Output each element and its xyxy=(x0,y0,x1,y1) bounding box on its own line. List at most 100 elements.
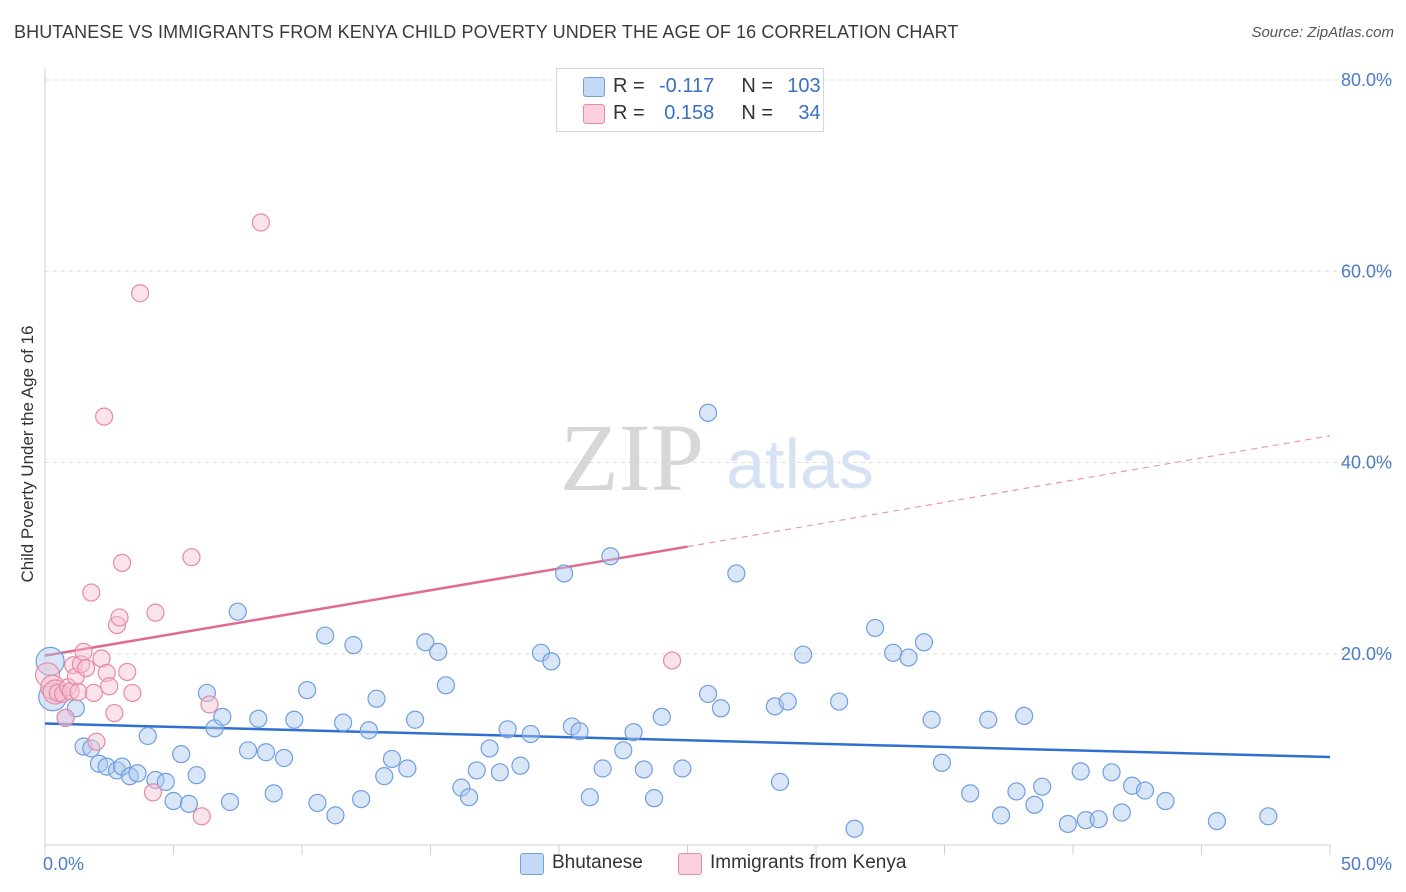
point-bhutanese xyxy=(429,642,448,661)
point-kenya xyxy=(200,695,219,714)
point-bhutanese xyxy=(352,789,371,809)
point-bhutanese xyxy=(511,756,530,775)
y-tick-label: 60.0% xyxy=(1341,261,1392,281)
tick-labels: 20.0% 40.0% 60.0% 80.0% 0.0% 50.0% xyxy=(43,70,1392,874)
point-kenya xyxy=(251,213,270,232)
trend-line-bhutanese xyxy=(44,722,1331,759)
point-bhutanese xyxy=(344,636,363,655)
point-bhutanese xyxy=(652,707,671,726)
point-kenya xyxy=(92,649,111,668)
point-bhutanese xyxy=(274,748,294,768)
point-bhutanese xyxy=(727,564,746,583)
point-kenya xyxy=(146,603,165,622)
point-bhutanese xyxy=(922,710,941,729)
point-kenya xyxy=(82,583,101,602)
legend-label-kenya: Immigrants from Kenya xyxy=(710,852,907,873)
legend-r-value: 0.158 xyxy=(664,102,715,124)
point-bhutanese xyxy=(1207,811,1227,831)
point-kenya xyxy=(118,662,137,682)
legend-n-label: N = xyxy=(741,102,774,124)
point-bhutanese xyxy=(459,788,479,807)
point-kenya xyxy=(662,651,682,670)
point-bhutanese xyxy=(382,749,402,769)
point-bhutanese xyxy=(593,759,612,778)
watermark-atlas: atlas xyxy=(726,425,874,503)
point-bhutanese xyxy=(467,761,486,780)
point-bhutanese xyxy=(112,757,132,776)
point-bhutanese xyxy=(308,793,327,813)
point-bhutanese xyxy=(172,745,191,764)
point-bhutanese xyxy=(555,564,574,583)
point-bhutanese xyxy=(624,723,643,742)
point-kenya xyxy=(182,548,201,567)
point-kenya xyxy=(61,681,80,701)
point-bhutanese xyxy=(359,721,378,740)
point-kenya xyxy=(97,663,116,682)
point-kenya xyxy=(74,642,93,661)
point-bhutanese xyxy=(521,724,540,744)
point-kenya xyxy=(143,783,163,802)
point-bhutanese xyxy=(249,709,268,728)
point-bhutanese xyxy=(128,764,147,783)
point-bhutanese xyxy=(1102,763,1121,782)
point-bhutanese xyxy=(138,726,157,746)
trend-line-kenya xyxy=(44,545,688,657)
legend-n-value: 34 xyxy=(798,102,821,124)
point-kenya xyxy=(95,407,114,426)
trend-extension-kenya xyxy=(687,435,1331,548)
point-bhutanese xyxy=(334,713,353,732)
legend-swatch-bhutanese xyxy=(583,77,605,97)
point-kenya xyxy=(110,608,129,627)
point-bhutanese xyxy=(264,784,283,803)
point-bhutanese xyxy=(179,794,199,813)
point-bhutanese xyxy=(914,633,934,652)
legend-n-value: 103 xyxy=(787,75,821,97)
point-bhutanese xyxy=(932,753,952,772)
point-kenya xyxy=(87,732,106,751)
point-bhutanese xyxy=(1007,782,1026,801)
point-kenya xyxy=(69,682,88,702)
point-bhutanese xyxy=(187,766,206,785)
point-bhutanese xyxy=(778,692,797,711)
trend-lines xyxy=(44,435,1331,759)
point-bhutanese xyxy=(405,710,425,729)
point-bhutanese xyxy=(1156,791,1175,811)
point-bhutanese xyxy=(416,633,435,652)
point-bhutanese xyxy=(570,722,589,741)
point-bhutanese xyxy=(961,784,980,803)
point-bhutanese xyxy=(452,778,471,797)
point-bhutanese xyxy=(866,618,885,638)
point-kenya xyxy=(112,553,132,573)
legend-r-label: R = xyxy=(613,75,645,97)
point-bhutanese xyxy=(580,788,599,807)
point-bhutanese xyxy=(164,791,183,811)
point-bhutanese xyxy=(1135,781,1155,800)
point-bhutanese xyxy=(228,602,247,621)
stats-legend: R = -0.117 N = 103 R = 0.158 N = 34 xyxy=(556,68,824,132)
point-bhutanese xyxy=(97,757,116,776)
y-tick-label: 80.0% xyxy=(1341,70,1392,90)
point-bhutanese xyxy=(899,648,918,667)
x-tick-label: 50.0% xyxy=(1341,854,1392,874)
point-bhutanese xyxy=(644,789,664,808)
point-bhutanese xyxy=(326,806,345,825)
point-bhutanese xyxy=(498,720,517,739)
watermark: ZIP atlas xyxy=(560,404,874,511)
point-bhutanese xyxy=(197,683,217,703)
point-bhutanese xyxy=(1112,803,1131,822)
point-kenya xyxy=(192,807,211,826)
legend-r-value: -0.117 xyxy=(659,75,715,97)
point-kenya xyxy=(56,708,75,727)
legend-swatch-kenya xyxy=(583,104,605,124)
point-bhutanese xyxy=(285,710,304,729)
point-bhutanese xyxy=(480,739,499,758)
point-bhutanese xyxy=(830,692,849,711)
watermark-zip: ZIP xyxy=(560,404,704,511)
point-bhutanese xyxy=(298,680,317,700)
grid-lines xyxy=(45,79,1392,655)
point-bhutanese xyxy=(845,819,864,838)
point-bhutanese xyxy=(770,772,790,791)
legend-n-label: N = xyxy=(741,75,774,97)
point-bhutanese xyxy=(698,403,718,422)
